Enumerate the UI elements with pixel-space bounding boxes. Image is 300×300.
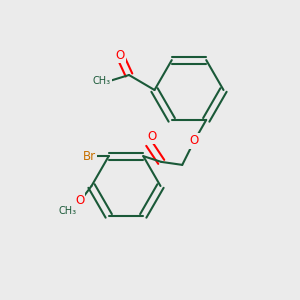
Text: CH₃: CH₃ xyxy=(58,206,76,217)
Text: O: O xyxy=(75,194,84,208)
Text: O: O xyxy=(148,130,157,143)
Text: Br: Br xyxy=(83,150,96,163)
Text: O: O xyxy=(116,49,124,62)
Text: CH₃: CH₃ xyxy=(93,76,111,86)
Text: O: O xyxy=(190,134,199,147)
